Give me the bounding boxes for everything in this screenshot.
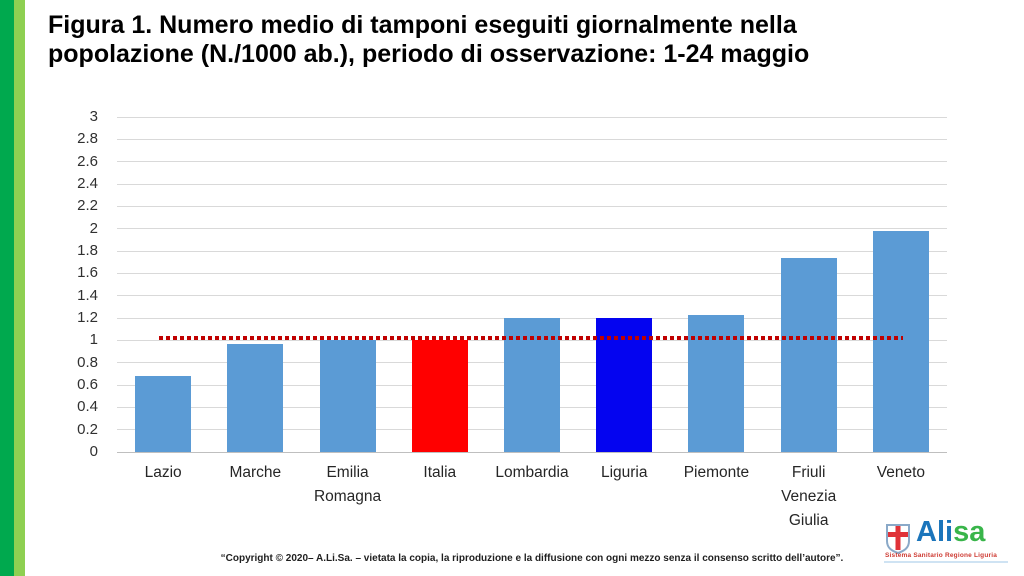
alisa-logo: Alisa Sistema Sanitario Regione Liguria <box>884 516 1012 567</box>
bar-friuli-venezia-giulia <box>780 257 837 452</box>
x-axis-label: Marche <box>229 464 282 481</box>
x-axis-label: Emilia Romagna <box>313 464 382 505</box>
bar-italia <box>411 340 468 452</box>
bar-veneto <box>872 230 929 452</box>
y-axis-tick-label: 1.8 <box>77 242 98 259</box>
x-axis-label: Friuli Venezia Giulia <box>781 464 837 529</box>
y-axis-tick-label: 1.4 <box>77 286 98 304</box>
gridline <box>117 161 947 163</box>
y-axis: 0 0.2 0.4 0.6 0.8 1 1.2 1.4 1.6 1.8 2 2.2 2.4 2.6 2.8 3 <box>52 108 102 460</box>
figure-title-line-2: popolazione (N./1000 ab.), periodo di os… <box>48 40 810 68</box>
y-axis-tick-label: 3 <box>89 108 98 125</box>
y-axis-tick-label: 0 <box>89 443 98 460</box>
figure-title-line-1: Figura 1. Numero medio di tamponi esegui… <box>48 11 797 39</box>
gridline <box>117 228 947 230</box>
bar-marche <box>227 343 284 452</box>
bar-liguria <box>596 318 653 452</box>
gridline <box>117 183 947 185</box>
logo-underline <box>884 561 1008 563</box>
alisa-tagline: Sistema Sanitario Regione Liguria <box>885 552 998 559</box>
gridline <box>117 451 947 453</box>
y-axis-tick-label: 0.2 <box>77 420 98 438</box>
plot-area <box>117 116 947 453</box>
y-axis-tick-label: 0.6 <box>77 376 98 393</box>
left-stripe-light-green <box>14 0 25 576</box>
gridline <box>117 295 947 297</box>
gridline <box>117 138 947 140</box>
y-axis-tick-label: 2.6 <box>77 152 98 170</box>
alisa-logo-text-sa: sa <box>953 516 986 548</box>
y-axis-tick-label: 1.2 <box>77 309 98 326</box>
left-stripe-dark-green <box>0 0 14 576</box>
x-axis-label: Piemonte <box>683 464 750 481</box>
alisa-logo-text-ali: Ali <box>916 516 954 548</box>
x-axis-label: Lazio <box>144 464 182 481</box>
y-axis-tick-label: 2.8 <box>77 130 98 148</box>
y-axis-tick-label: 2.2 <box>77 197 98 215</box>
x-axis-label: Veneto <box>876 464 926 481</box>
gridline <box>117 205 947 207</box>
bar-lombardia <box>504 318 560 452</box>
y-axis-tick-label: 0.4 <box>77 398 98 416</box>
figure-title: Figura 1. Numero medio di tamponi esegui… <box>48 11 809 69</box>
y-axis-tick-label: 2.4 <box>77 175 98 192</box>
y-axis-tick-label: 2 <box>89 219 98 237</box>
liguria-shield-icon <box>886 524 910 555</box>
x-axis-label: Lombardia <box>495 464 569 481</box>
alisa-logo-text: Alisa <box>916 515 985 549</box>
bar-emilia-romagna <box>319 340 376 452</box>
bar-lazio <box>135 376 192 452</box>
gridline <box>117 272 947 274</box>
y-axis-tick-label: 1 <box>89 331 98 349</box>
x-axis-label: Liguria <box>600 464 648 481</box>
gridline <box>117 116 947 118</box>
gridline <box>117 250 947 252</box>
x-axis: Lazio Marche Emilia Romagna Italia Lombardia… <box>117 461 947 546</box>
y-axis-tick-label: 1.6 <box>77 264 98 282</box>
x-axis-label: Italia <box>423 464 457 481</box>
y-axis-tick-label: 0.8 <box>77 353 98 371</box>
copyright-text: “Copyright © 2020– A.Li.Sa. – vietata la… <box>220 553 844 564</box>
reference-line <box>159 336 903 341</box>
